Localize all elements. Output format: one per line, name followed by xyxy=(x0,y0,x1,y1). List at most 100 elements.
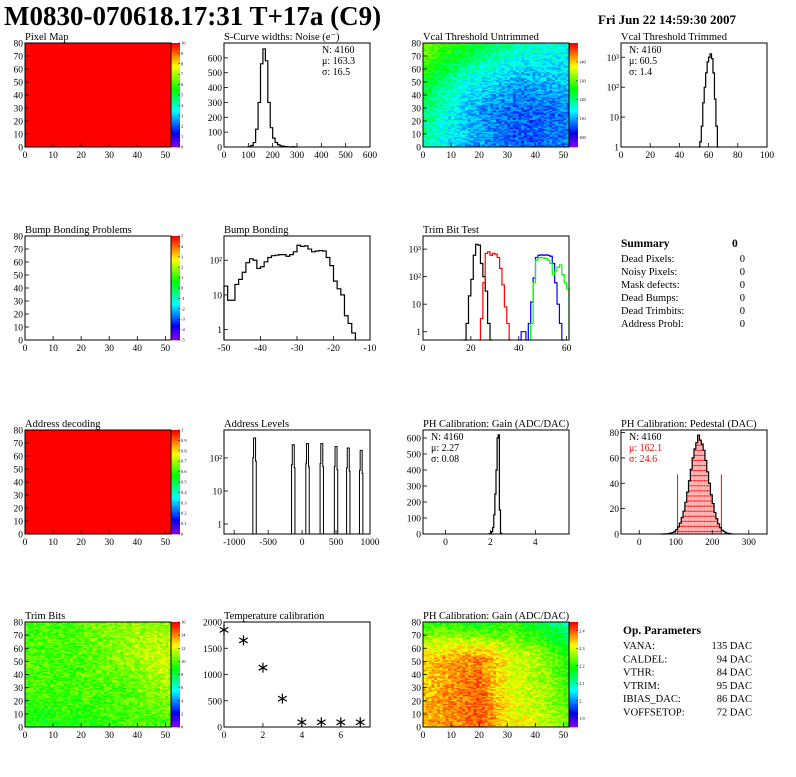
palette-swatch xyxy=(171,263,180,265)
y-tick-label: 10 xyxy=(412,131,422,141)
fit-hatch-dot xyxy=(698,511,699,512)
y-tick-label: 60 xyxy=(14,453,24,463)
address-level-peak xyxy=(320,444,323,534)
x-tick-label: 0 xyxy=(222,151,227,161)
fit-hatch-dot xyxy=(691,495,692,496)
fit-hatch-dot xyxy=(704,480,705,481)
fit-hatch-dot xyxy=(700,500,701,501)
fit-hatch-dot xyxy=(704,531,705,532)
palette-swatch xyxy=(171,530,180,532)
fit-hatch-dot xyxy=(703,500,704,501)
x-tick-label: 0 xyxy=(421,151,426,161)
x-tick-label: 40 xyxy=(133,538,143,548)
palette-swatch xyxy=(569,105,578,107)
address-level-peak xyxy=(292,445,295,534)
palette-swatch xyxy=(171,524,180,526)
fit-hatch-dot xyxy=(698,521,699,522)
fit-hatch-dot xyxy=(705,516,706,517)
y-tick-label: 10 xyxy=(213,291,223,301)
stats-line: μ: 2.27 xyxy=(431,443,459,454)
palette-swatch xyxy=(171,141,180,143)
panel-vcal-untrimmed: Vcal Threshold Untrimmed1001101201301400… xyxy=(412,32,587,161)
palette-swatch xyxy=(171,273,180,275)
x-tick-label: -20 xyxy=(327,344,340,354)
palette-swatch xyxy=(569,83,578,85)
fit-hatch-dot xyxy=(705,511,706,512)
fit-hatch-dot xyxy=(707,521,708,522)
y-tick-label: 600 xyxy=(208,54,223,64)
fit-hatch-dot xyxy=(701,516,702,517)
palette-swatch xyxy=(171,503,180,505)
fit-hatch-dot xyxy=(701,521,702,522)
address-level-peak xyxy=(334,447,337,534)
fit-hatch-dot xyxy=(700,495,701,496)
y-tick-label: 80 xyxy=(14,427,24,437)
fit-hatch-dot xyxy=(707,505,708,506)
palette-tick-label: 8 xyxy=(181,61,184,66)
y-tick-label: 10 xyxy=(412,301,422,311)
fit-hatch-dot xyxy=(700,480,701,481)
x-tick-label: 100 xyxy=(760,151,775,161)
palette-tick-label: 140 xyxy=(579,59,587,64)
plot-frame xyxy=(224,430,370,534)
fit-hatch-dot xyxy=(688,495,689,496)
fit-hatch-dot xyxy=(705,500,706,501)
fit-hatch-dot xyxy=(686,531,687,532)
palette-swatch xyxy=(171,467,180,469)
y-tick-label: 30 xyxy=(14,492,24,502)
palette-swatch xyxy=(171,95,180,97)
x-tick-label: 20 xyxy=(645,151,655,161)
palette-swatch xyxy=(171,288,180,290)
y-tick-label: 100 xyxy=(407,515,422,525)
palette-swatch xyxy=(171,519,180,521)
x-tick-label: 1000 xyxy=(361,538,380,548)
fit-hatch-dot xyxy=(695,521,696,522)
y-tick-label: 10² xyxy=(409,273,422,283)
fit-hatch-dot xyxy=(692,526,693,527)
palette-tick-label: 0.7 xyxy=(181,459,187,464)
y-tick-label: 100 xyxy=(208,129,223,139)
date-label: Fri Jun 22 14:59:30 2007 xyxy=(598,12,736,27)
fit-hatch-dot xyxy=(697,521,698,522)
fit-hatch-dot xyxy=(694,490,695,491)
palette-swatch xyxy=(569,112,578,114)
panel-title: Pixel Map xyxy=(25,32,68,43)
palette-swatch xyxy=(569,110,578,112)
stats-line: μ: 163.3 xyxy=(322,56,355,67)
y-tick-label: 80 xyxy=(14,233,24,243)
palette-swatch xyxy=(569,135,578,137)
fit-hatch-dot xyxy=(700,531,701,532)
fit-hatch-dot xyxy=(692,490,693,491)
palette-tick-label: 2 xyxy=(181,124,183,129)
palette-tick-label: 0 xyxy=(181,145,184,150)
fit-hatch-dot xyxy=(686,521,687,522)
palette-swatch xyxy=(171,267,180,269)
palette-swatch xyxy=(171,325,180,327)
x-tick-label: 60 xyxy=(704,151,714,161)
palette-tick-label: 0.1 xyxy=(181,521,187,526)
palette-tick-label: 10 xyxy=(181,41,186,46)
palette-swatch xyxy=(171,484,180,486)
y-tick-label: 500 xyxy=(208,69,223,79)
fit-hatch-dot xyxy=(691,475,692,476)
histogram-series-0 xyxy=(224,245,355,340)
fit-hatch-dot xyxy=(703,465,704,466)
palette-tick-label: 5 xyxy=(181,93,184,98)
fit-hatch-dot xyxy=(701,445,702,446)
fit-hatch-dot xyxy=(704,511,705,512)
fit-hatch-dot xyxy=(703,526,704,527)
fit-hatch-dot xyxy=(708,531,709,532)
fit-hatch-dot xyxy=(707,526,708,527)
x-tick-label: 30 xyxy=(104,538,114,548)
x-tick-label: 30 xyxy=(502,151,512,161)
fit-hatch-dot xyxy=(707,516,708,517)
y-tick-label: 1 xyxy=(217,326,222,336)
y-tick-label: 10³ xyxy=(409,246,422,256)
fit-hatch-dot xyxy=(689,505,690,506)
palette-swatch xyxy=(569,126,578,128)
fit-hatch-dot xyxy=(698,455,699,456)
y-tick-label: 400 xyxy=(208,84,223,94)
fit-hatch-dot xyxy=(685,516,686,517)
address-level-peak xyxy=(306,444,309,534)
